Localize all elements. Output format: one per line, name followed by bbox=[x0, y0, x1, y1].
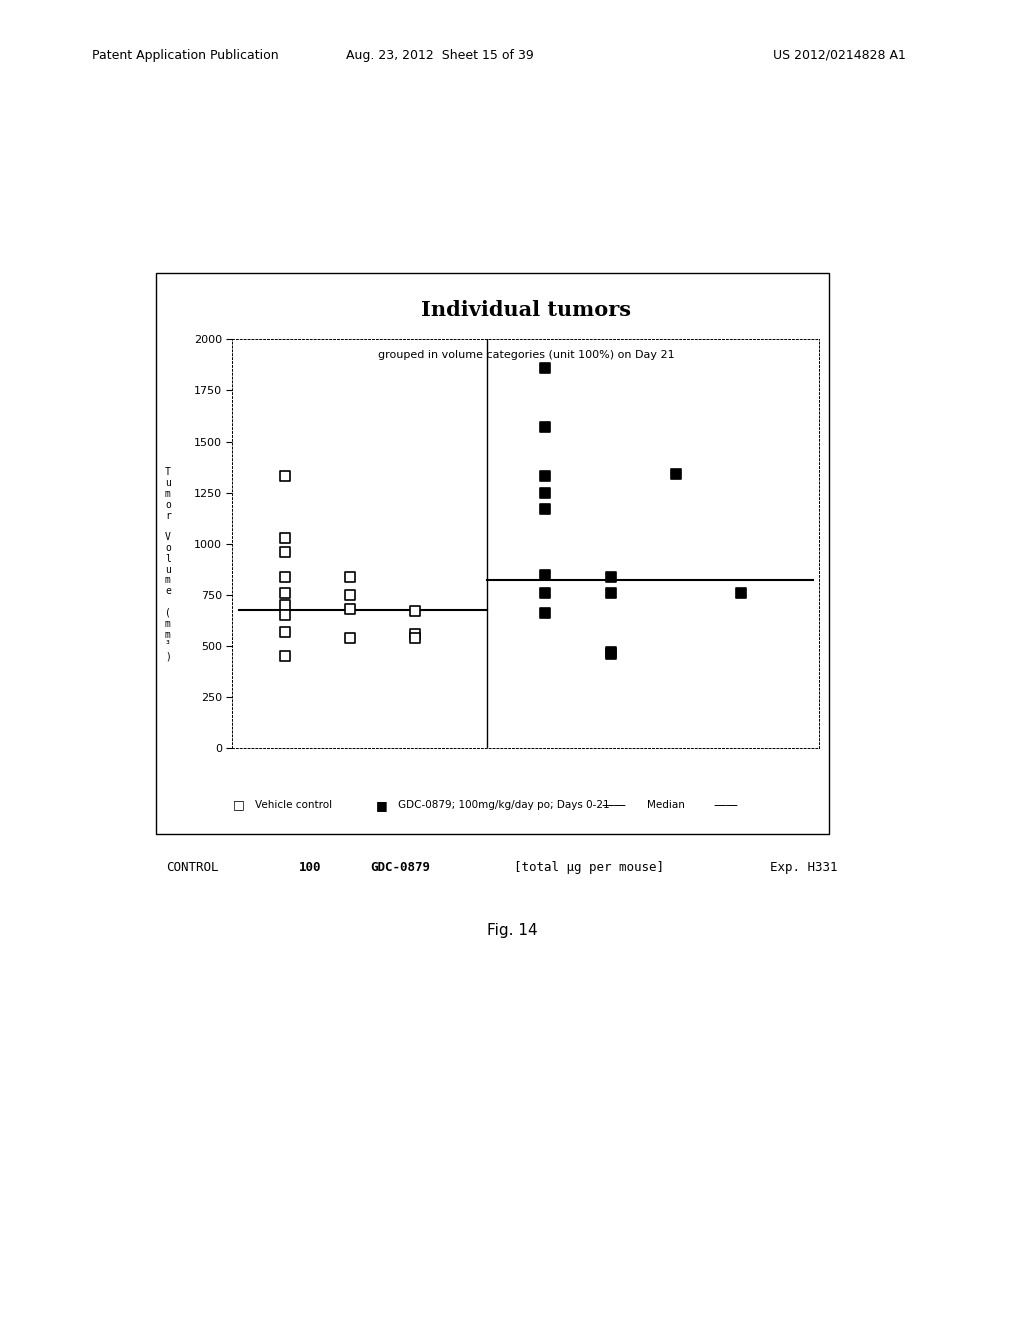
Text: □: □ bbox=[232, 799, 244, 812]
Text: Vehicle control: Vehicle control bbox=[255, 800, 332, 810]
Text: 100: 100 bbox=[299, 861, 322, 874]
Point bbox=[602, 582, 618, 603]
Point bbox=[407, 601, 423, 622]
Text: grouped in volume categories (unit 100%) on Day 21: grouped in volume categories (unit 100%)… bbox=[378, 350, 674, 360]
Point bbox=[538, 417, 554, 438]
Point bbox=[342, 599, 358, 620]
Point bbox=[538, 564, 554, 585]
Text: ——: —— bbox=[601, 799, 626, 812]
Point bbox=[602, 644, 618, 665]
Point bbox=[276, 645, 293, 667]
Text: US 2012/0214828 A1: US 2012/0214828 A1 bbox=[773, 49, 906, 62]
Text: Individual tumors: Individual tumors bbox=[421, 300, 631, 319]
Text: T
u
m
o
r
 
V
o
l
u
m
e
 
(
m
m
³
): T u m o r V o l u m e ( m m ³ ) bbox=[165, 467, 171, 661]
Text: Exp. H331: Exp. H331 bbox=[770, 861, 838, 874]
Point bbox=[276, 541, 293, 562]
Text: [total μg per mouse]: [total μg per mouse] bbox=[514, 861, 664, 874]
Point bbox=[342, 585, 358, 606]
Point bbox=[342, 627, 358, 648]
Point bbox=[538, 603, 554, 624]
Point bbox=[668, 463, 684, 484]
Text: Aug. 23, 2012  Sheet 15 of 39: Aug. 23, 2012 Sheet 15 of 39 bbox=[346, 49, 535, 62]
Text: GDC-0879; 100mg/kg/day po; Days 0-21: GDC-0879; 100mg/kg/day po; Days 0-21 bbox=[398, 800, 610, 810]
Point bbox=[276, 594, 293, 615]
Point bbox=[538, 358, 554, 379]
Point bbox=[276, 622, 293, 643]
Point bbox=[342, 566, 358, 587]
Point bbox=[276, 466, 293, 487]
Point bbox=[538, 482, 554, 503]
Text: ——: —— bbox=[714, 799, 738, 812]
Point bbox=[538, 582, 554, 603]
Point bbox=[276, 582, 293, 603]
Text: Fig. 14: Fig. 14 bbox=[486, 923, 538, 939]
Text: CONTROL: CONTROL bbox=[166, 861, 218, 874]
Text: GDC-0879: GDC-0879 bbox=[371, 861, 431, 874]
Text: Median: Median bbox=[647, 800, 685, 810]
Point bbox=[407, 627, 423, 648]
Point bbox=[276, 605, 293, 626]
Point bbox=[602, 566, 618, 587]
Point bbox=[276, 566, 293, 587]
Text: ■: ■ bbox=[376, 799, 387, 812]
Text: Patent Application Publication: Patent Application Publication bbox=[92, 49, 279, 62]
Point bbox=[538, 499, 554, 520]
Point bbox=[276, 527, 293, 548]
Point bbox=[733, 582, 750, 603]
Point bbox=[407, 623, 423, 644]
Point bbox=[538, 466, 554, 487]
Point bbox=[602, 642, 618, 663]
